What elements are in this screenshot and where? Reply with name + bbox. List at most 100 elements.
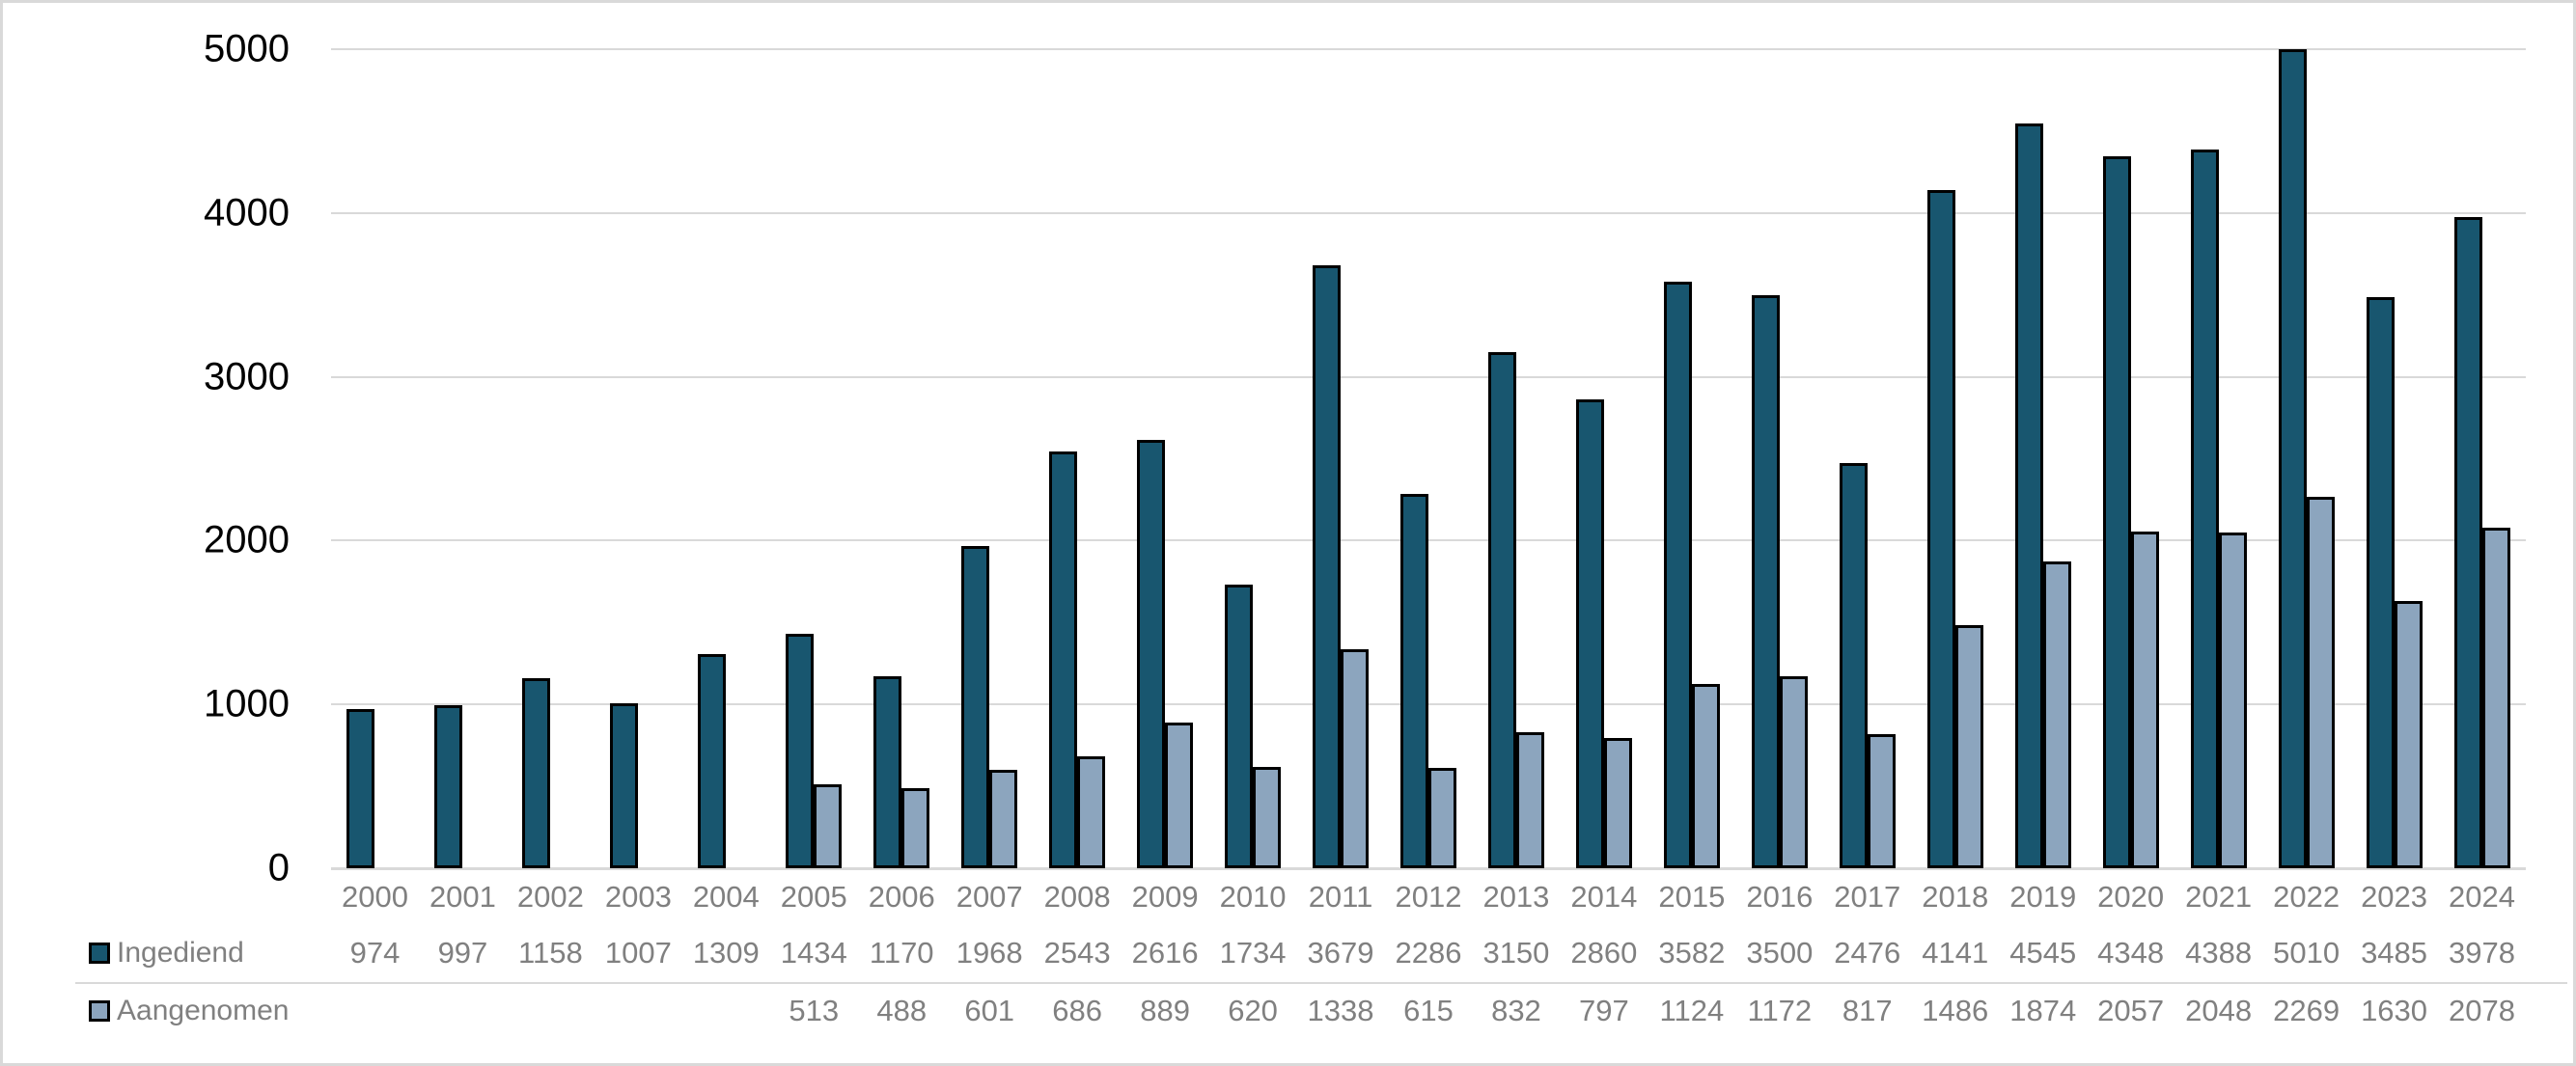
x-axis-label-2015: 2015 (1658, 880, 1726, 914)
bar-ingediend-2022 (2278, 49, 2307, 868)
bar-ingediend-2001 (434, 704, 463, 868)
table-value-ingediend-2001: 997 (437, 936, 488, 970)
bar-aangenomen-2010 (1253, 766, 1282, 868)
bar-aangenomen-2006 (901, 788, 930, 868)
table-value-ingediend-2017: 2476 (1834, 936, 1901, 970)
legend-label-ingediend: Ingediend (117, 937, 244, 969)
x-axis-label-2005: 2005 (780, 880, 847, 914)
bar-aangenomen-2014 (1603, 737, 1632, 868)
x-axis-label-2000: 2000 (341, 880, 408, 914)
table-value-ingediend-2022: 5010 (2273, 936, 2341, 970)
table-value-ingediend-2013: 3150 (1482, 936, 1550, 970)
bar-aangenomen-2019 (2042, 560, 2071, 868)
bar-ingediend-2009 (1137, 439, 1166, 868)
table-value-ingediend-2019: 4545 (2009, 936, 2077, 970)
x-axis-label-2010: 2010 (1219, 880, 1287, 914)
bar-ingediend-2003 (610, 703, 639, 868)
x-axis-label-2019: 2019 (2009, 880, 2077, 914)
bar-ingediend-2020 (2102, 155, 2131, 868)
legend-entry-aangenomen: Aangenomen (89, 995, 289, 1027)
table-value-aangenomen-2013: 832 (1491, 994, 1541, 1027)
x-axis-label-2022: 2022 (2273, 880, 2341, 914)
x-axis-label-2017: 2017 (1834, 880, 1901, 914)
table-value-aangenomen-2008: 686 (1052, 994, 1103, 1027)
table-value-ingediend-2023: 3485 (2361, 936, 2428, 970)
table-value-ingediend-2015: 3582 (1658, 936, 1726, 970)
table-value-aangenomen-2022: 2269 (2273, 994, 2341, 1027)
x-axis-label-2002: 2002 (516, 880, 584, 914)
table-value-aangenomen-2011: 1338 (1307, 994, 1374, 1027)
bar-ingediend-2019 (2014, 123, 2043, 868)
bar-aangenomen-2023 (2394, 601, 2423, 868)
bar-ingediend-2021 (2190, 149, 2219, 868)
bar-aangenomen-2022 (2306, 496, 2335, 868)
table-row-separator (75, 982, 2567, 984)
y-axis-label-3000: 3000 (204, 355, 290, 398)
table-value-aangenomen-2005: 513 (789, 994, 840, 1027)
bar-ingediend-2007 (961, 545, 990, 868)
table-value-ingediend-2018: 4141 (1922, 936, 1989, 970)
table-value-ingediend-2016: 3500 (1746, 936, 1814, 970)
y-axis-label-2000: 2000 (204, 518, 290, 561)
table-value-ingediend-2024: 3978 (2449, 936, 2515, 970)
bar-aangenomen-2018 (1954, 624, 1983, 868)
y-axis-label-5000: 5000 (204, 27, 290, 70)
table-value-ingediend-2020: 4348 (2097, 936, 2165, 970)
table-value-ingediend-2012: 2286 (1395, 936, 1462, 970)
x-axis-label-2020: 2020 (2097, 880, 2165, 914)
table-value-ingediend-2011: 3679 (1307, 936, 1374, 970)
table-value-aangenomen-2016: 1172 (1747, 994, 1813, 1027)
table-value-aangenomen-2010: 620 (1228, 994, 1278, 1027)
x-axis-label-2003: 2003 (604, 880, 672, 914)
table-value-ingediend-2006: 1170 (869, 936, 934, 970)
table-value-aangenomen-2024: 2078 (2449, 994, 2515, 1027)
table-value-ingediend-2014: 2860 (1570, 936, 1638, 970)
bar-ingediend-2004 (698, 653, 727, 868)
table-value-aangenomen-2015: 1124 (1659, 994, 1725, 1027)
bar-ingediend-2012 (1400, 493, 1428, 868)
bar-ingediend-2015 (1663, 281, 1692, 868)
table-value-aangenomen-2012: 615 (1403, 994, 1454, 1027)
bar-ingediend-2018 (1926, 189, 1955, 868)
table-value-ingediend-2009: 2616 (1131, 936, 1199, 970)
bar-aangenomen-2013 (1515, 731, 1544, 868)
y-axis-label-0: 0 (267, 846, 290, 889)
bar-aangenomen-2005 (814, 783, 843, 868)
x-axis-label-2021: 2021 (2185, 880, 2253, 914)
bar-ingediend-2023 (2366, 297, 2395, 868)
bar-ingediend-2014 (1575, 399, 1604, 868)
table-value-ingediend-2010: 1734 (1219, 936, 1287, 970)
table-value-ingediend-2021: 4388 (2185, 936, 2253, 970)
bar-ingediend-2017 (1839, 462, 1868, 868)
table-value-ingediend-2002: 1158 (518, 936, 583, 970)
bar-ingediend-2008 (1049, 451, 1078, 868)
table-value-aangenomen-2017: 817 (1842, 994, 1893, 1027)
bar-aangenomen-2024 (2481, 528, 2510, 868)
x-axis-label-2004: 2004 (692, 880, 760, 914)
legend-label-aangenomen: Aangenomen (117, 995, 290, 1026)
table-value-aangenomen-2020: 2057 (2097, 994, 2165, 1027)
bar-aangenomen-2007 (989, 769, 1018, 868)
x-axis-label-2018: 2018 (1922, 880, 1989, 914)
y-axis-label-4000: 4000 (204, 191, 290, 234)
bar-aangenomen-2015 (1691, 684, 1720, 868)
table-value-aangenomen-2014: 797 (1579, 994, 1629, 1027)
bar-aangenomen-2017 (1867, 734, 1896, 868)
x-axis-label-2009: 2009 (1131, 880, 1199, 914)
bar-ingediend-2005 (786, 633, 815, 868)
table-value-aangenomen-2023: 1630 (2361, 994, 2428, 1027)
gridline-3000 (331, 375, 2526, 378)
x-axis-line (331, 867, 2526, 870)
x-axis-label-2023: 2023 (2361, 880, 2428, 914)
legend-entry-ingediend: Ingediend (89, 937, 244, 970)
gridline-1000 (331, 703, 2526, 706)
x-axis-label-2007: 2007 (956, 880, 1023, 914)
table-value-aangenomen-2006: 488 (876, 994, 928, 1027)
bar-ingediend-2016 (1751, 294, 1780, 868)
table-value-ingediend-2003: 1007 (604, 936, 672, 970)
x-axis-label-2011: 2011 (1308, 880, 1373, 914)
table-value-ingediend-2007: 1968 (956, 936, 1023, 970)
table-value-aangenomen-2007: 601 (964, 994, 1015, 1027)
bar-ingediend-2011 (1313, 265, 1342, 868)
